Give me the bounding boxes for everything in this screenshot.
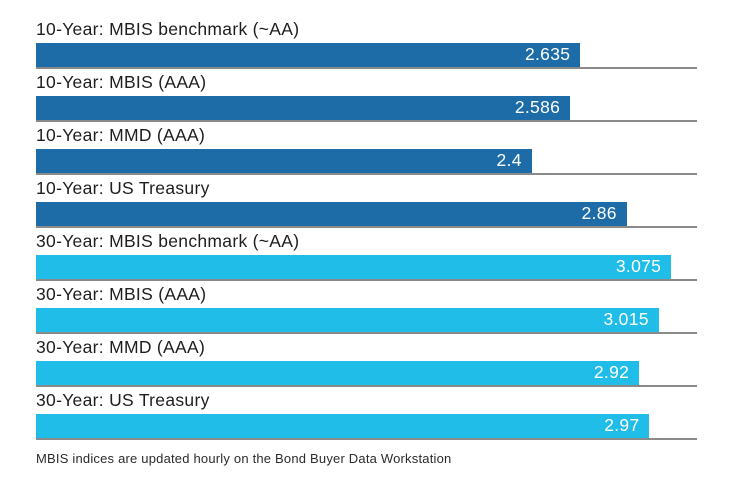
bar-10yr-mbis-benchmark: 2.635 bbox=[36, 43, 581, 67]
bar-category-label: 30-Year: MBIS (AAA) bbox=[36, 284, 207, 304]
bar-track: 2.4 bbox=[36, 149, 697, 175]
bar-track: 2.586 bbox=[36, 96, 697, 122]
bar-category-label: 10-Year: US Treasury bbox=[36, 178, 210, 198]
chart-row: 30-Year: MBIS benchmark (~AA) 3.075 bbox=[36, 228, 697, 281]
chart-area: 10-Year: MBIS benchmark (~AA) 2.635 10-Y… bbox=[36, 16, 697, 440]
bar-value-label: 2.86 bbox=[581, 203, 617, 224]
bar-value-label: 2.586 bbox=[514, 97, 561, 118]
bar-track: 2.97 bbox=[36, 414, 697, 440]
bar-category-label: 10-Year: MBIS (AAA) bbox=[36, 72, 207, 92]
bar-track: 2.92 bbox=[36, 361, 697, 387]
chart-row: 10-Year: US Treasury 2.86 bbox=[36, 175, 697, 228]
bar-value-label: 3.015 bbox=[603, 309, 649, 330]
chart-row: 10-Year: MBIS (AAA) 2.586 bbox=[36, 69, 697, 122]
bar-track: 3.075 bbox=[36, 255, 697, 281]
bar-10yr-us-treasury: 2.86 bbox=[36, 202, 627, 226]
chart-row: 30-Year: MMD (AAA) 2.92 bbox=[36, 334, 697, 387]
bar-category-label: 10-Year: MMD (AAA) bbox=[36, 125, 206, 145]
bar-value-label: 2.635 bbox=[524, 44, 571, 65]
bar-category-label: 30-Year: MMD (AAA) bbox=[36, 337, 206, 357]
chart-row: 30-Year: MBIS (AAA) 3.015 bbox=[36, 281, 697, 334]
bar-value-label: 2.4 bbox=[496, 150, 522, 171]
bar-value-label: 2.92 bbox=[593, 362, 630, 383]
bar-30yr-us-treasury: 2.97 bbox=[36, 414, 650, 438]
bar-10yr-mmd-aaa: 2.4 bbox=[36, 149, 532, 173]
bar-30yr-mbis-aaa: 3.015 bbox=[36, 308, 659, 332]
chart-row: 30-Year: US Treasury 2.97 bbox=[36, 387, 697, 440]
footer-note: MBIS indices are updated hourly on the B… bbox=[36, 451, 452, 466]
bar-track: 2.86 bbox=[36, 202, 697, 228]
bar-category-label: 30-Year: US Treasury bbox=[36, 390, 210, 410]
bar-category-label: 10-Year: MBIS benchmark (~AA) bbox=[36, 19, 300, 39]
bar-track: 3.015 bbox=[36, 308, 697, 334]
bar-value-label: 2.97 bbox=[604, 415, 640, 436]
bar-30yr-mmd-aaa: 2.92 bbox=[36, 361, 640, 385]
bar-value-label: 3.075 bbox=[615, 256, 662, 277]
bar-track: 2.635 bbox=[36, 43, 697, 69]
bar-category-label: 30-Year: MBIS benchmark (~AA) bbox=[36, 231, 300, 251]
bar-30yr-mbis-benchmark: 3.075 bbox=[36, 255, 672, 279]
chart-row: 10-Year: MMD (AAA) 2.4 bbox=[36, 122, 697, 175]
chart-row: 10-Year: MBIS benchmark (~AA) 2.635 bbox=[36, 16, 697, 69]
bar-10yr-mbis-aaa: 2.586 bbox=[36, 96, 571, 120]
